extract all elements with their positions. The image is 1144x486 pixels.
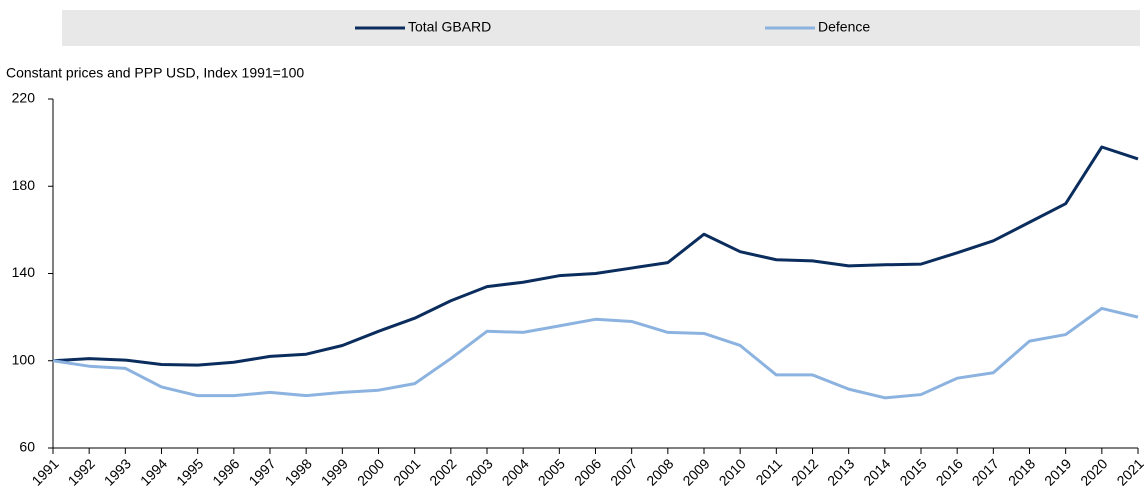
- x-tick-label: 2002: [426, 455, 459, 486]
- x-tick-label: 2012: [788, 455, 821, 486]
- line-series: [52, 145, 1139, 367]
- x-tick-label: 2017: [969, 455, 1002, 486]
- x-tick-label: 1994: [137, 455, 170, 486]
- x-tick-label: 2014: [860, 455, 893, 486]
- x-tick-label: 1998: [282, 455, 315, 486]
- line-series: [52, 306, 1139, 400]
- x-tick-label: 2021: [1113, 455, 1144, 486]
- x-tick-label: 1992: [65, 455, 98, 486]
- x-tick-label: 2019: [1041, 455, 1074, 486]
- x-tick-label: 2020: [1077, 455, 1110, 486]
- x-tick-label: 1995: [173, 455, 206, 486]
- legend-label: Defence: [818, 19, 870, 35]
- x-tick-label: 1991: [28, 455, 61, 486]
- x-tick-label: 2003: [462, 455, 495, 486]
- y-tick-label: 100: [12, 351, 36, 367]
- x-tick-label: 2010: [716, 455, 749, 486]
- x-tick-label: 2005: [535, 455, 568, 486]
- x-tick-label: 2007: [607, 455, 640, 486]
- x-tick-label: 1993: [101, 455, 134, 486]
- x-tick-label: 2001: [390, 455, 423, 486]
- axis-title: Constant prices and PPP USD, Index 1991=…: [6, 65, 304, 81]
- y-tick-label: 60: [19, 439, 35, 455]
- legend-label: Total GBARD: [408, 19, 491, 35]
- x-tick-label: 2008: [643, 455, 676, 486]
- y-tick-label: 180: [12, 177, 36, 193]
- x-tick-label: 1997: [245, 455, 278, 486]
- legend-background: [62, 10, 1140, 46]
- x-tick-label: 1996: [209, 455, 242, 486]
- x-tick-label: 2013: [824, 455, 857, 486]
- x-tick-label: 2006: [571, 455, 604, 486]
- y-tick-label: 220: [12, 90, 36, 106]
- x-tick-label: 2000: [354, 455, 387, 486]
- x-tick-label: 2015: [896, 455, 929, 486]
- x-tick-label: 2004: [499, 455, 532, 486]
- x-tick-label: 2018: [1005, 455, 1038, 486]
- x-tick-label: 1999: [318, 455, 351, 486]
- y-tick-label: 140: [12, 264, 36, 280]
- x-tick-label: 2016: [933, 455, 966, 486]
- x-tick-label: 2009: [679, 455, 712, 486]
- x-tick-label: 2011: [752, 455, 785, 486]
